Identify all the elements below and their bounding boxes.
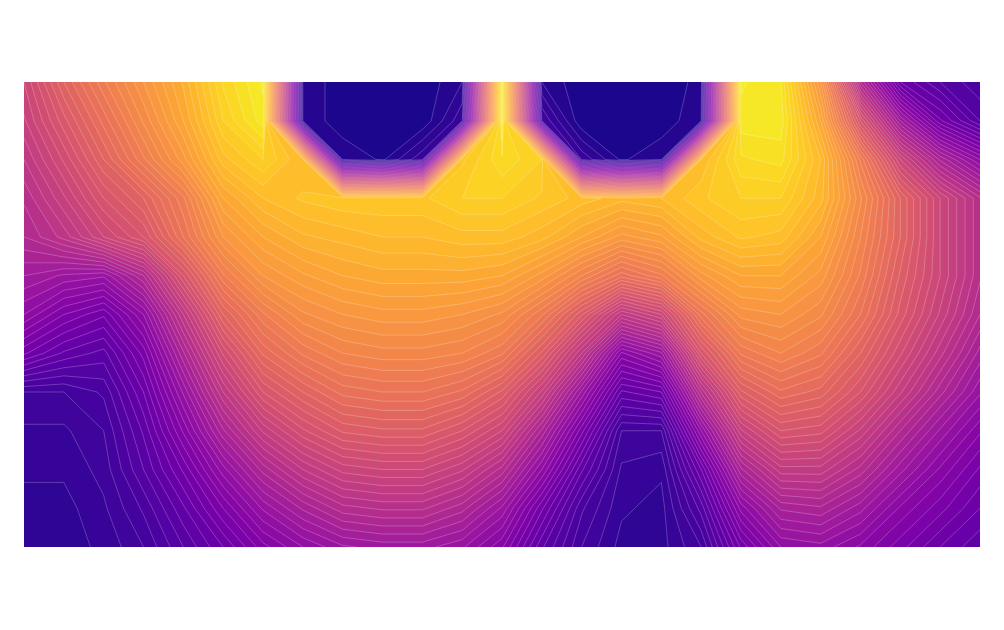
contour-band: [24, 82, 980, 547]
contour-band: [24, 82, 980, 547]
contour-band: [162, 82, 839, 296]
contour-band: [24, 82, 980, 547]
contour-band: [209, 82, 806, 220]
contour-band: [24, 82, 980, 542]
contour-band: [189, 82, 825, 258]
contour-band: [24, 82, 980, 547]
contour-band: [234, 82, 788, 166]
contour-band: [97, 82, 878, 381]
contour-band: [24, 82, 948, 478]
contour-band: [24, 82, 980, 547]
chart: [0, 0, 1004, 630]
contour-band: [247, 82, 783, 140]
contour-band: [215, 82, 798, 198]
contour-band: [24, 82, 980, 547]
contour-band: [24, 82, 980, 547]
contour-band: [24, 82, 980, 547]
contour-band: [24, 82, 980, 547]
plot-area: [24, 82, 980, 547]
contour-band: [181, 82, 828, 271]
contour-band: [222, 82, 792, 182]
contour-band: [195, 82, 820, 248]
contour-band: [24, 82, 980, 547]
contour-band: [37, 82, 927, 453]
contour-band: [260, 82, 747, 124]
contour-band: [24, 82, 980, 547]
contour-band: [44, 82, 920, 445]
contour-band: [202, 82, 813, 239]
contour-band: [153, 82, 845, 309]
contour-band: [24, 82, 980, 547]
contour-band: [31, 82, 934, 461]
contour-band: [134, 82, 856, 335]
contour-band: [24, 82, 980, 547]
contour-band: [24, 82, 980, 526]
contour-band: [89, 82, 884, 392]
contour-band: [57, 82, 907, 429]
contour-band: [144, 82, 851, 322]
contour-band: [24, 82, 980, 547]
contour-band: [24, 82, 940, 470]
contour-band: [24, 82, 980, 547]
contour-band: [24, 82, 957, 486]
contour-band: [24, 82, 980, 547]
contour-band: [64, 82, 901, 420]
contour-band: [172, 82, 834, 284]
contour-band: [24, 82, 980, 547]
contour-band: [24, 82, 980, 518]
contour-band: [24, 82, 980, 547]
contour-band: [115, 82, 867, 360]
contour-band: [72, 82, 895, 410]
contour-band: [24, 82, 973, 502]
contour-band: [24, 82, 980, 510]
contour-band: [24, 82, 980, 547]
contour-band: [24, 82, 980, 547]
contour-band: [51, 82, 914, 437]
contour-band: [125, 82, 862, 348]
contour-band: [24, 82, 980, 534]
contour-band: [80, 82, 889, 401]
contour-band: [24, 82, 965, 494]
contour-band: [24, 82, 980, 547]
contour-band: [106, 82, 873, 370]
